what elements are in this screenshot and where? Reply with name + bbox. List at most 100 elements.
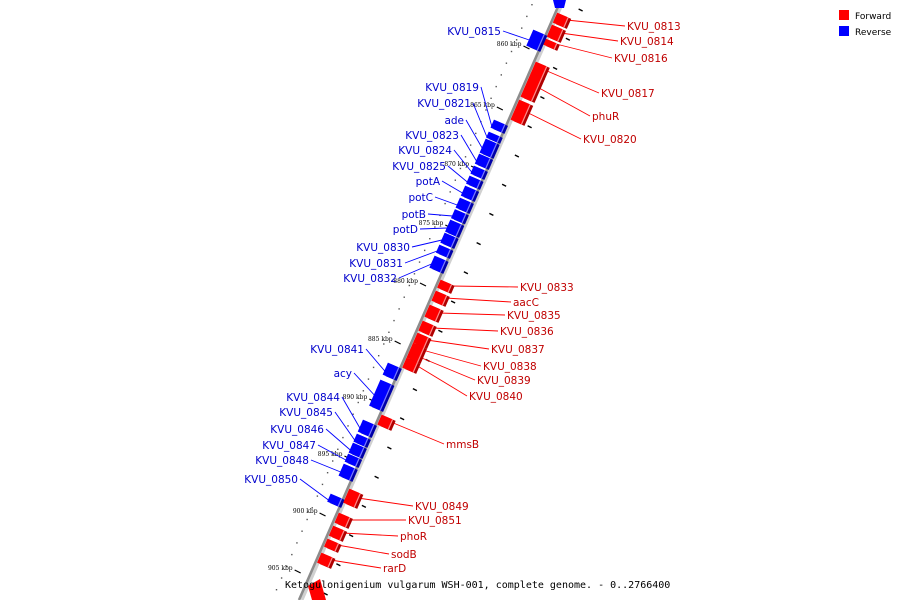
tick-layer: 860 kbp 865 kbp 870 kbp 875 kbp 880 kbp 885 k… <box>268 4 583 596</box>
gene-feature-potA[interactable] <box>460 185 480 202</box>
gene-label-KVU_0819[interactable]: KVU_0819 <box>425 82 479 94</box>
gene-feature-KVU_0832[interactable] <box>429 255 449 274</box>
gene-feature-KVU_0845[interactable] <box>353 433 371 448</box>
gene-feature-rarD[interactable] <box>317 552 336 569</box>
gene-feature-KVU_0848[interactable] <box>338 463 358 482</box>
gene-label-KVU_0838[interactable]: KVU_0838 <box>483 361 537 373</box>
gene-label-mmsB[interactable]: mmsB <box>446 439 479 451</box>
gene-label-KVU_0816[interactable]: KVU_0816 <box>614 53 668 65</box>
gene-label-KVU_0848[interactable]: KVU_0848 <box>255 455 309 467</box>
gene-feature-KVU_0821[interactable] <box>486 131 503 144</box>
gene-label-KVU_0841[interactable]: KVU_0841 <box>310 344 364 356</box>
gene-label-KVU_0839[interactable]: KVU_0839 <box>477 375 531 387</box>
gene-feature-KVU_0849[interactable] <box>343 488 364 509</box>
gene-label-KVU_0846[interactable]: KVU_0846 <box>270 424 324 436</box>
gene-label-KVU_0835[interactable]: KVU_0835 <box>507 310 561 322</box>
legend-swatch-forward <box>839 10 849 20</box>
gene-feature-KVU_0830[interactable] <box>440 232 459 249</box>
gene-body <box>543 38 557 50</box>
gene-highlight <box>348 468 356 481</box>
gene-label-acy[interactable]: acy <box>334 368 352 380</box>
gene-feature-KVU_0851[interactable] <box>334 512 353 529</box>
gene-feature-KVU_0840[interactable] <box>402 357 421 374</box>
gene-label-phuR[interactable]: phuR <box>592 111 619 123</box>
gene-feature-KVU_0825[interactable] <box>466 175 484 190</box>
minor-tick-dot <box>311 507 313 509</box>
gene-label-KVU_0824[interactable]: KVU_0824 <box>398 145 452 157</box>
gene-label-sodB[interactable]: sodB <box>391 549 417 561</box>
gene-feature-KVU_0836[interactable] <box>418 320 437 337</box>
gene-label-KVU_0814[interactable]: KVU_0814 <box>620 36 674 48</box>
gene-feature-potB[interactable] <box>450 209 469 225</box>
gene-feature-KVU_0833[interactable] <box>437 279 455 294</box>
gene-feature-mmsB[interactable] <box>377 414 396 431</box>
gene-label-phoR[interactable]: phoR <box>400 531 427 543</box>
gene-label-KVU_0817[interactable]: KVU_0817 <box>601 88 655 100</box>
minor-tick-dash <box>540 95 545 100</box>
gene-feature-KVU_0846[interactable] <box>348 442 367 459</box>
gene-label-ade[interactable]: ade <box>444 115 464 127</box>
gene-label-KVU_0849[interactable]: KVU_0849 <box>415 501 469 513</box>
gene-label-KVU_0820[interactable]: KVU_0820 <box>583 134 637 146</box>
gene-feature-KVU_0819[interactable] <box>490 119 508 134</box>
gene-highlight <box>446 249 451 258</box>
gene-label-KVU_0847[interactable]: KVU_0847 <box>262 440 316 452</box>
gene-feature-KVU_0835[interactable] <box>424 304 444 323</box>
gene-label-potD[interactable]: potD <box>393 224 418 236</box>
gene-label-potA[interactable]: potA <box>416 176 441 188</box>
major-tick <box>319 512 326 517</box>
gene-label-aacC[interactable]: aacC <box>513 297 539 309</box>
gene-feature-sodB[interactable] <box>324 538 342 553</box>
gene-feature-KVU_0816[interactable] <box>543 38 560 51</box>
gene-label-KVU_0831[interactable]: KVU_0831 <box>349 258 403 270</box>
gene-feature-KVU_0841[interactable] <box>382 362 402 381</box>
gene-highlight <box>419 347 425 358</box>
gene-feature-aacC[interactable] <box>431 290 450 307</box>
gene-feature-potC[interactable] <box>455 197 474 214</box>
gene-feature-KVU_0837[interactable] <box>413 332 432 349</box>
gene-label-KVU_0851[interactable]: KVU_0851 <box>408 515 462 527</box>
gene-label-potC[interactable]: potC <box>408 192 433 204</box>
gene-label-KVU_0830[interactable]: KVU_0830 <box>356 242 410 254</box>
gene-feature-phuR[interactable] <box>520 72 545 103</box>
gene-feature-KVU_0839[interactable] <box>406 351 424 364</box>
gene-label-KVU_0821[interactable]: KVU_0821 <box>417 98 471 110</box>
gene-feature-KVU_0820[interactable] <box>510 99 534 126</box>
gene-feature-KVU_0831[interactable] <box>435 244 454 259</box>
label-connector-layer <box>299 19 626 569</box>
gene-label-rarD[interactable]: rarD <box>383 563 406 575</box>
gene-feature-KVU_0815[interactable] <box>526 29 548 52</box>
minor-tick-dot <box>362 390 365 392</box>
gene-feature-potD[interactable] <box>445 219 465 238</box>
gene-label-KVU_0815[interactable]: KVU_0815 <box>447 26 501 38</box>
gene-feature-KVU_0824[interactable] <box>470 165 488 180</box>
label-connector <box>334 411 355 441</box>
gene-feature-KVU_0850[interactable] <box>327 493 345 508</box>
label-connector <box>472 102 488 138</box>
gene-body <box>450 209 466 223</box>
minor-tick-dot <box>515 39 518 41</box>
gene-label-KVU_0837[interactable]: KVU_0837 <box>491 344 545 356</box>
gene-label-KVU_0840[interactable]: KVU_0840 <box>469 391 523 403</box>
gene-label-KVU_0832[interactable]: KVU_0832 <box>343 273 397 285</box>
gene-label-KVU_0833[interactable]: KVU_0833 <box>520 282 574 294</box>
gene-label-KVU_0836[interactable]: KVU_0836 <box>500 326 554 338</box>
gene-body <box>466 175 481 189</box>
gene-label-KVU_0825[interactable]: KVU_0825 <box>392 161 446 173</box>
gene-feature-KVU_0823[interactable] <box>474 153 494 170</box>
gene-label-KVU_0823[interactable]: KVU_0823 <box>405 130 459 142</box>
gene-feature-ade[interactable] <box>479 138 500 159</box>
gene-label-potB[interactable]: potB <box>402 209 426 221</box>
gene-label-KVU_0813[interactable]: KVU_0813 <box>627 21 681 33</box>
gene-feature-acy[interactable] <box>369 379 395 412</box>
legend-label-reverse: Reverse <box>855 28 892 38</box>
gene-feature-phoR[interactable] <box>328 525 348 542</box>
gene-feature-KVU_0847[interactable] <box>344 453 363 468</box>
gene-label-KVU_0850[interactable]: KVU_0850 <box>244 474 298 486</box>
gene-label-KVU_0844[interactable]: KVU_0844 <box>286 392 340 404</box>
gene-feature-KVU_0813[interactable] <box>552 12 572 29</box>
gene-label-KVU_0845[interactable]: KVU_0845 <box>279 407 333 419</box>
gene-highlight <box>461 213 467 224</box>
gene-feature-KVU_0814[interactable] <box>546 24 566 43</box>
gene-feature-KVU_0844[interactable] <box>357 419 377 438</box>
